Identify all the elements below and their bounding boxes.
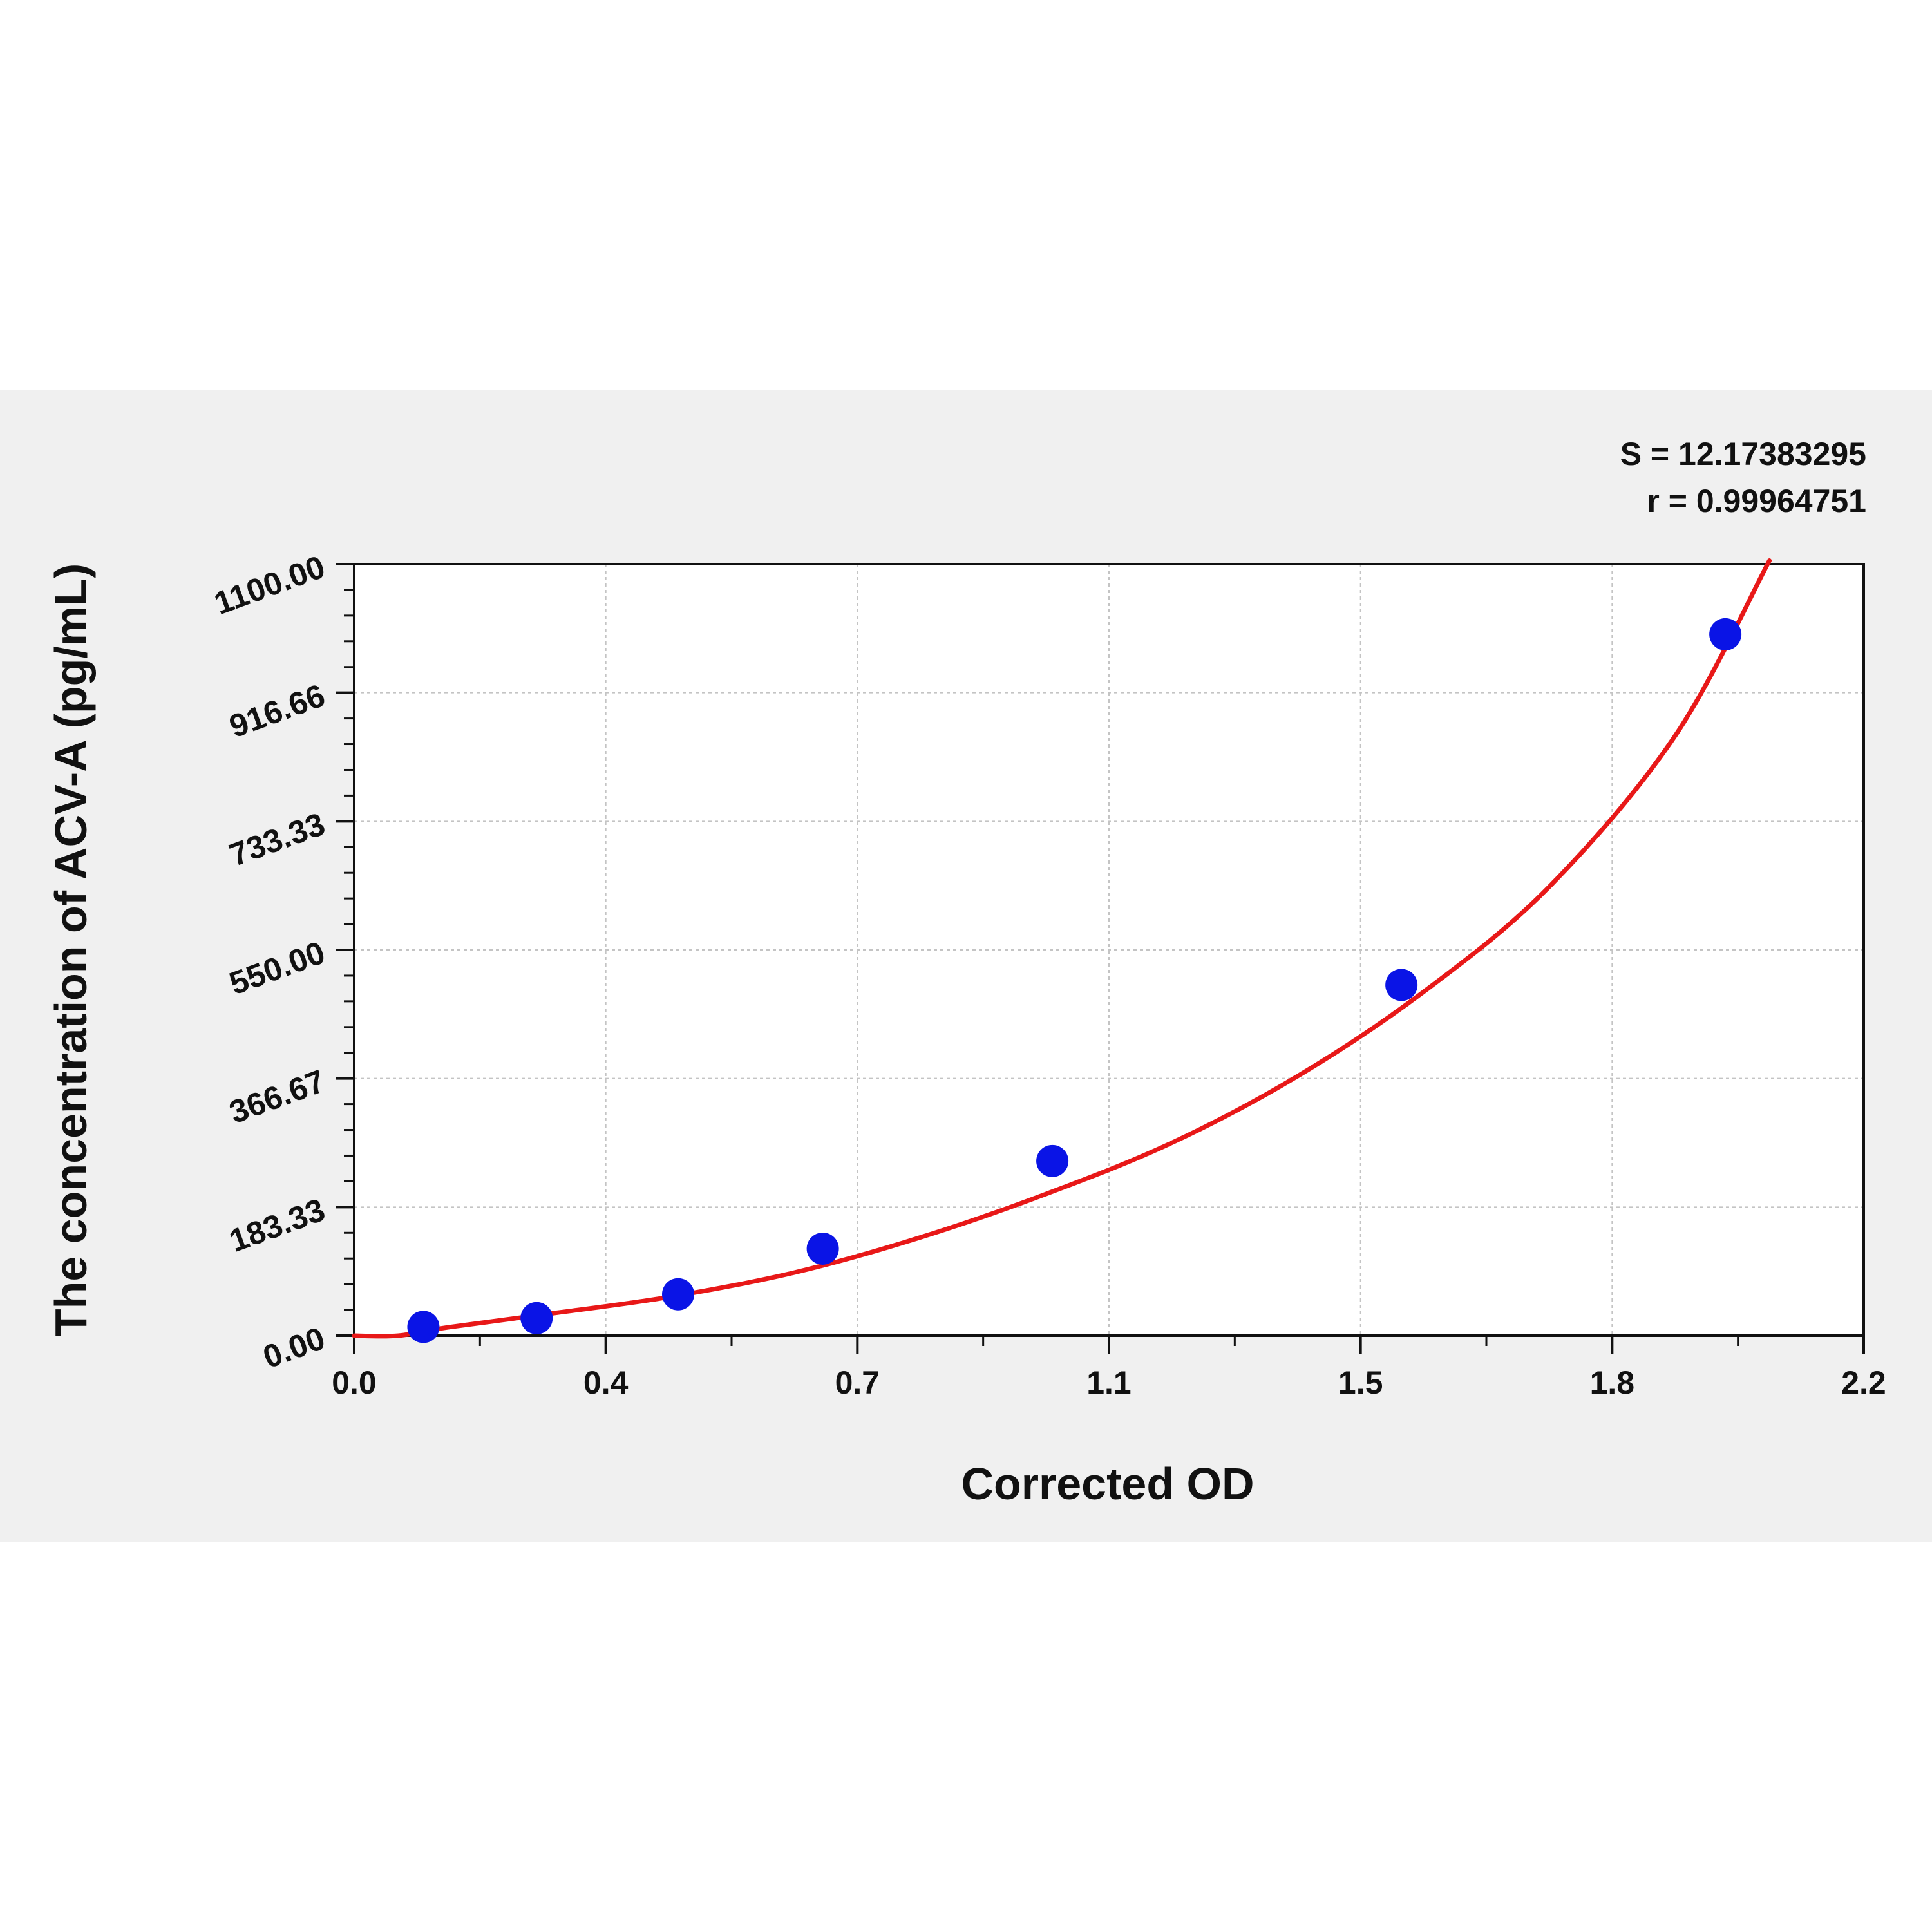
data-point	[520, 1302, 553, 1334]
s-statistic: S = 12.17383295	[1620, 436, 1866, 472]
data-point	[806, 1232, 839, 1265]
x-tick-label: 0.0	[332, 1365, 377, 1401]
x-tick-label: 0.4	[583, 1365, 629, 1401]
x-axis: 0.0 0.4 0.7 1.1 1.5 1.8 2.2	[332, 1336, 1886, 1401]
y-axis: 0.00 183.33 366.67 550.00 733.33 916.66 1100.0…	[209, 549, 354, 1376]
y-tick-label: 366.67	[225, 1063, 330, 1130]
data-point	[661, 1278, 694, 1311]
y-tick-label: 183.33	[225, 1191, 330, 1259]
y-tick-label: 550.00	[225, 934, 330, 1002]
y-tick-label: 733.33	[225, 806, 330, 873]
x-tick-label: 0.7	[835, 1365, 880, 1401]
y-tick-label: 0.00	[258, 1320, 330, 1376]
x-tick-label: 1.8	[1590, 1365, 1635, 1401]
r-statistic: r = 0.99964751	[1647, 483, 1866, 519]
data-point	[1385, 969, 1418, 1001]
data-point	[1709, 618, 1742, 650]
x-tick-label: 1.1	[1086, 1365, 1132, 1401]
x-tick-label: 2.2	[1841, 1365, 1886, 1401]
y-axis-title: The concentration of ACV-A (pg/mL)	[46, 564, 96, 1336]
data-point	[1036, 1144, 1069, 1177]
y-tick-label: 1100.00	[209, 549, 329, 621]
data-point	[407, 1311, 440, 1343]
y-tick-label: 916.66	[225, 677, 330, 744]
x-tick-label: 1.5	[1338, 1365, 1383, 1401]
data-marks	[352, 558, 1772, 1343]
x-axis-title: Corrected OD	[961, 1459, 1254, 1509]
